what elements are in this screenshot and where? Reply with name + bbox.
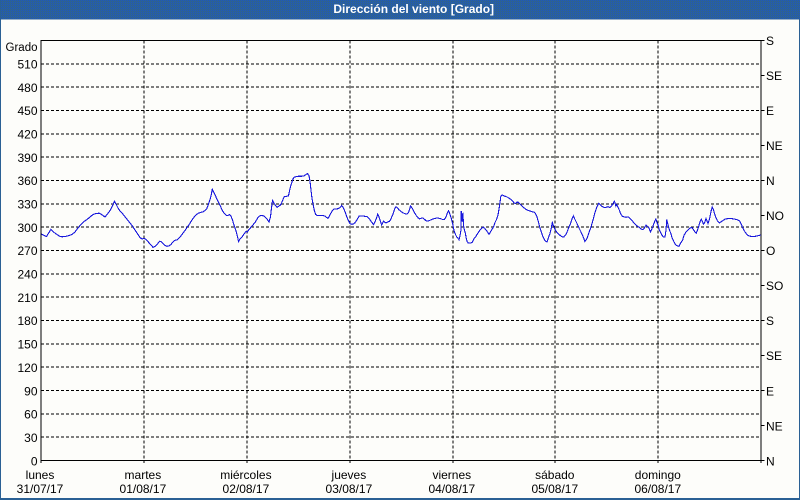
svg-text:miércoles: miércoles xyxy=(220,468,271,482)
svg-text:30: 30 xyxy=(24,431,38,445)
svg-text:180: 180 xyxy=(17,314,37,328)
svg-text:01/08/17: 01/08/17 xyxy=(120,482,167,496)
svg-text:martes: martes xyxy=(125,468,162,482)
svg-text:lunes: lunes xyxy=(26,468,55,482)
svg-text:270: 270 xyxy=(17,244,37,258)
svg-text:06/08/17: 06/08/17 xyxy=(634,482,681,496)
svg-text:360: 360 xyxy=(17,174,37,188)
svg-text:SE: SE xyxy=(766,69,782,83)
svg-text:N: N xyxy=(766,174,775,188)
svg-text:N: N xyxy=(766,454,775,468)
svg-text:0: 0 xyxy=(31,454,38,468)
svg-text:viernes: viernes xyxy=(432,468,471,482)
svg-text:31/07/17: 31/07/17 xyxy=(17,482,64,496)
svg-text:240: 240 xyxy=(17,268,37,282)
svg-text:E: E xyxy=(766,104,774,118)
svg-text:300: 300 xyxy=(17,221,37,235)
svg-text:02/08/17: 02/08/17 xyxy=(223,482,270,496)
svg-text:210: 210 xyxy=(17,291,37,305)
svg-text:NE: NE xyxy=(766,419,783,433)
svg-text:NO: NO xyxy=(766,209,784,223)
svg-text:sábado: sábado xyxy=(535,468,575,482)
svg-text:150: 150 xyxy=(17,338,37,352)
svg-text:04/08/17: 04/08/17 xyxy=(428,482,475,496)
svg-text:Grado: Grado xyxy=(6,42,38,54)
svg-text:120: 120 xyxy=(17,361,37,375)
svg-text:jueves: jueves xyxy=(331,468,367,482)
svg-text:S: S xyxy=(766,314,774,328)
svg-text:O: O xyxy=(766,244,775,258)
svg-text:S: S xyxy=(766,34,774,48)
svg-text:05/08/17: 05/08/17 xyxy=(531,482,578,496)
svg-text:330: 330 xyxy=(17,198,37,212)
svg-text:60: 60 xyxy=(24,408,38,422)
svg-text:420: 420 xyxy=(17,128,37,142)
svg-text:03/08/17: 03/08/17 xyxy=(326,482,373,496)
svg-text:E: E xyxy=(766,384,774,398)
svg-text:90: 90 xyxy=(24,384,38,398)
svg-text:510: 510 xyxy=(17,58,37,72)
svg-text:SO: SO xyxy=(766,279,783,293)
svg-text:domingo: domingo xyxy=(635,468,681,482)
svg-text:Dirección del viento [Grado]: Dirección del viento [Grado] xyxy=(333,2,494,16)
svg-text:450: 450 xyxy=(17,104,37,118)
svg-text:SE: SE xyxy=(766,349,782,363)
svg-text:390: 390 xyxy=(17,151,37,165)
svg-text:NE: NE xyxy=(766,139,783,153)
svg-text:480: 480 xyxy=(17,81,37,95)
